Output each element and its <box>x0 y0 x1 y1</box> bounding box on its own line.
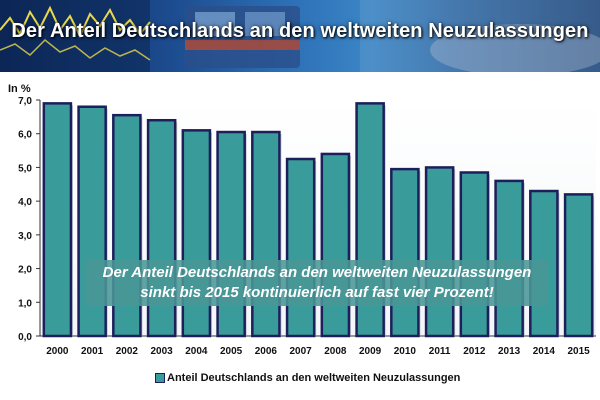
y-axis-label: In % <box>8 83 31 95</box>
legend: Anteil Deutschlands an den weltweiten Ne… <box>155 372 460 386</box>
x-tick-label: 2014 <box>533 346 556 357</box>
y-tick-label: 4,0 <box>18 197 32 208</box>
y-tick-label: 2,0 <box>18 265 32 276</box>
x-tick-label: 2000 <box>46 346 69 357</box>
bar-2013 <box>494 179 524 338</box>
x-tick-label: 2002 <box>116 346 139 357</box>
header-banner: Der Anteil Deutschlands an den weltweite… <box>0 0 600 72</box>
x-tick-label: 2008 <box>324 346 347 357</box>
bar-2010 <box>390 167 420 338</box>
x-tick-label: 2003 <box>151 346 174 357</box>
bar-chart: In % 0,01,02,03,04,05,06,07,0 2000 2001 20… <box>8 83 596 357</box>
y-tick-label: 0,0 <box>18 332 32 343</box>
page-title: Der Anteil Deutschlands an den weltweite… <box>11 20 589 42</box>
x-tick-label: 2013 <box>498 346 521 357</box>
y-tick-label: 6,0 <box>18 130 32 141</box>
bar-2015 <box>563 193 594 338</box>
y-tick-label: 7,0 <box>18 96 32 107</box>
bar-2000 <box>42 102 73 338</box>
callout-line-2: sinkt bis 2015 kontinuierlich auf fast v… <box>140 284 494 301</box>
y-ticks: 0,0 1,0 2,0 3,0 4,0 5,0 6,0 7,0 <box>18 96 40 343</box>
bar-2012 <box>459 171 490 338</box>
y-tick-label: 3,0 <box>18 231 32 242</box>
y-tick-label: 1,0 <box>18 298 32 309</box>
x-ticks: 2000 2001 2002 2003 2004 2005 2006 2007 2008 2009… <box>46 346 590 357</box>
x-tick-label: 2006 <box>255 346 278 357</box>
x-tick-label: 2009 <box>359 346 382 357</box>
bar-2011 <box>424 166 455 338</box>
callout-box: Der Anteil Deutschlands an den weltweite… <box>86 260 548 306</box>
x-tick-label: 2015 <box>568 346 591 357</box>
header-background-image <box>0 0 600 72</box>
x-tick-label: 2007 <box>290 346 313 357</box>
y-tick-label: 5,0 <box>18 163 32 174</box>
bar-2008 <box>320 152 351 338</box>
x-tick-label: 2005 <box>220 346 243 357</box>
legend-label: Anteil Deutschlands an den weltweiten Ne… <box>167 372 461 384</box>
x-tick-label: 2011 <box>429 346 451 357</box>
x-tick-label: 2001 <box>81 346 104 357</box>
callout-line-1: Der Anteil Deutschlands an den weltweite… <box>102 264 532 281</box>
x-tick-label: 2010 <box>394 346 417 357</box>
legend-swatch <box>155 373 165 384</box>
bar-2007 <box>285 157 316 338</box>
x-tick-label: 2012 <box>463 346 486 357</box>
x-tick-label: 2004 <box>185 346 208 357</box>
